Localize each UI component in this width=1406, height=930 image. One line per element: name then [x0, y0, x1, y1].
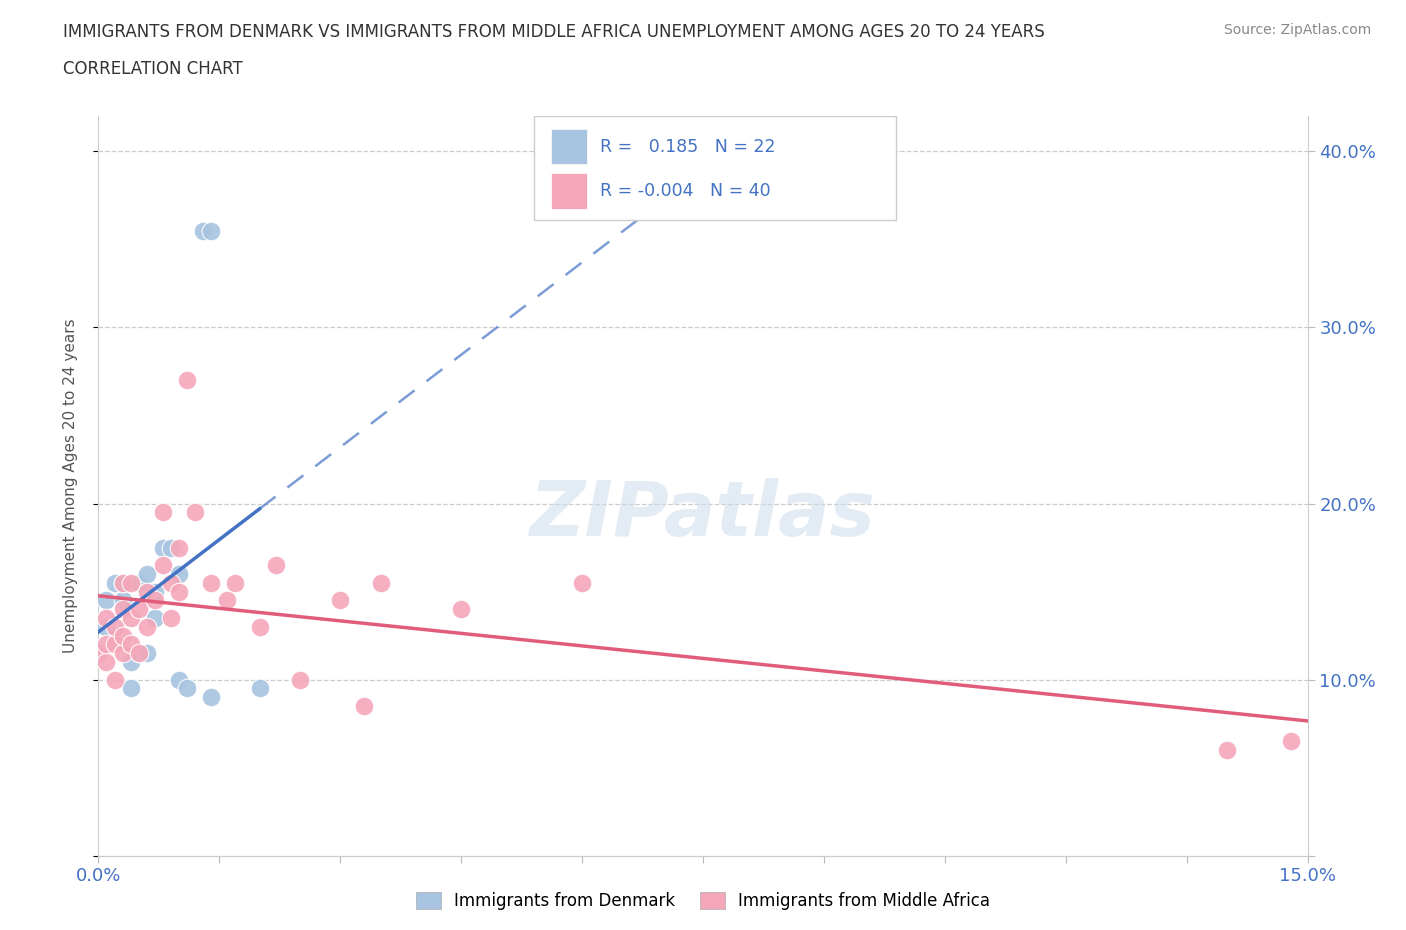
- FancyBboxPatch shape: [534, 116, 897, 219]
- Point: [224, 576, 246, 591]
- Point: [87, 645, 110, 660]
- Point: [120, 655, 142, 670]
- Point: [176, 681, 198, 696]
- Point: [128, 645, 150, 660]
- Point: [167, 584, 190, 599]
- Point: [111, 576, 134, 591]
- Point: [103, 619, 125, 634]
- FancyBboxPatch shape: [551, 173, 586, 208]
- Point: [96, 637, 118, 652]
- Point: [167, 672, 190, 687]
- Legend: Immigrants from Denmark, Immigrants from Middle Africa: Immigrants from Denmark, Immigrants from…: [409, 885, 997, 917]
- Point: [160, 610, 183, 625]
- Point: [152, 505, 174, 520]
- Text: CORRELATION CHART: CORRELATION CHART: [63, 60, 243, 78]
- Point: [143, 584, 166, 599]
- Point: [120, 681, 142, 696]
- Point: [200, 223, 222, 238]
- Point: [111, 576, 134, 591]
- Point: [135, 619, 157, 634]
- Point: [217, 593, 239, 608]
- Point: [160, 576, 183, 591]
- Point: [176, 373, 198, 388]
- Point: [353, 698, 375, 713]
- Point: [1216, 742, 1239, 757]
- Point: [167, 566, 190, 581]
- Y-axis label: Unemployment Among Ages 20 to 24 years: Unemployment Among Ages 20 to 24 years: [63, 319, 77, 653]
- FancyBboxPatch shape: [551, 129, 586, 165]
- Point: [264, 558, 287, 573]
- Point: [103, 576, 125, 591]
- Text: IMMIGRANTS FROM DENMARK VS IMMIGRANTS FROM MIDDLE AFRICA UNEMPLOYMENT AMONG AGES: IMMIGRANTS FROM DENMARK VS IMMIGRANTS FR…: [63, 23, 1045, 41]
- Point: [128, 602, 150, 617]
- Point: [103, 637, 125, 652]
- Point: [111, 602, 134, 617]
- Point: [120, 610, 142, 625]
- Point: [249, 619, 271, 634]
- Point: [167, 540, 190, 555]
- Point: [96, 619, 118, 634]
- Point: [111, 593, 134, 608]
- Text: ZIPatlas: ZIPatlas: [530, 479, 876, 552]
- Text: Source: ZipAtlas.com: Source: ZipAtlas.com: [1223, 23, 1371, 37]
- Point: [120, 637, 142, 652]
- Point: [1281, 734, 1303, 749]
- Point: [111, 628, 134, 643]
- Point: [135, 584, 157, 599]
- Point: [450, 602, 472, 617]
- Point: [120, 576, 142, 591]
- Point: [135, 566, 157, 581]
- Point: [128, 576, 150, 591]
- Point: [96, 610, 118, 625]
- Point: [152, 558, 174, 573]
- Point: [571, 576, 593, 591]
- Point: [143, 610, 166, 625]
- Point: [193, 223, 215, 238]
- Point: [143, 593, 166, 608]
- Point: [200, 690, 222, 705]
- Point: [103, 672, 125, 687]
- Point: [370, 576, 392, 591]
- Text: R =   0.185   N = 22: R = 0.185 N = 22: [600, 138, 776, 155]
- Point: [96, 593, 118, 608]
- Point: [288, 672, 311, 687]
- Point: [96, 655, 118, 670]
- Point: [152, 540, 174, 555]
- Point: [128, 645, 150, 660]
- Point: [200, 576, 222, 591]
- Point: [135, 645, 157, 660]
- Point: [249, 681, 271, 696]
- Point: [111, 645, 134, 660]
- Point: [184, 505, 207, 520]
- Text: R = -0.004   N = 40: R = -0.004 N = 40: [600, 182, 770, 200]
- Point: [160, 540, 183, 555]
- Point: [329, 593, 352, 608]
